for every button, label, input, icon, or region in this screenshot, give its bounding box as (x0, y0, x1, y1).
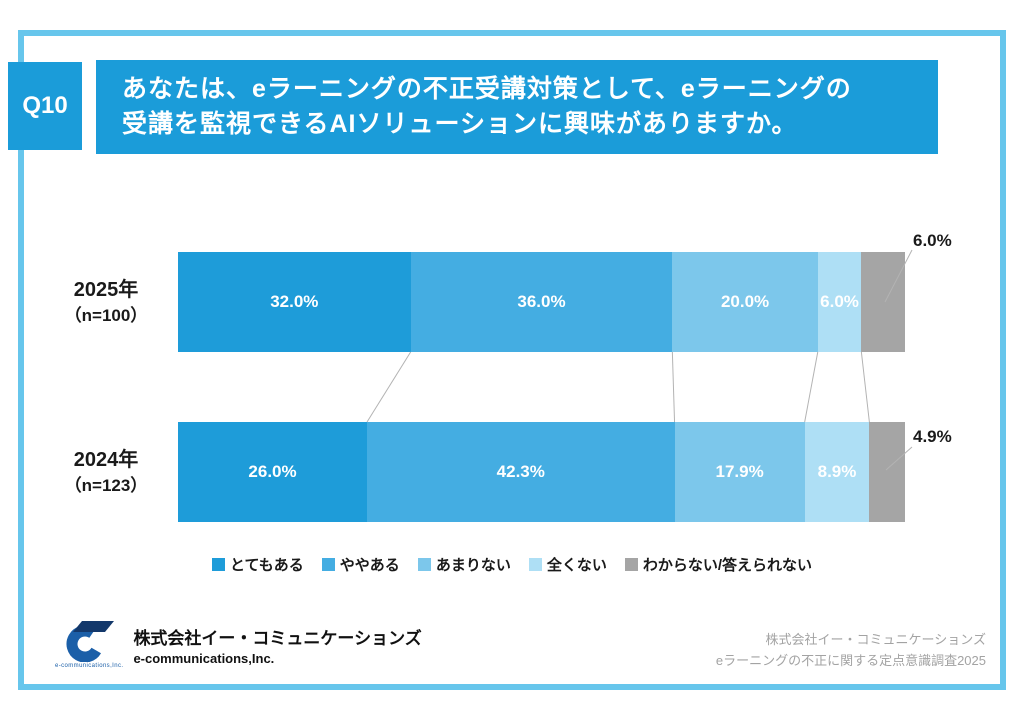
company-logo: e-communications,Inc. (55, 620, 123, 669)
legend-label: わからない/答えられない (642, 557, 813, 574)
company-logo-icon (66, 621, 115, 662)
category-label-2024: 2024年 （n=123） (40, 422, 172, 522)
company-name: 株式会社イー・コミュニケーションズ (133, 629, 422, 648)
legend-label: とてもある (229, 557, 304, 574)
segment-value-label: 26.0% (248, 462, 297, 481)
legend-item: とてもある (211, 554, 304, 575)
stacked-bar-2025: 32.0% 36.0% 20.0% 6.0% (178, 252, 905, 352)
legend-item: わからない/答えられない (624, 554, 813, 575)
legend-label: 全くない (546, 557, 607, 574)
survey-credit: 株式会社イー・コミュニケーションズ eラーニングの不正に関する定点意識調査202… (716, 630, 986, 672)
legend-swatch (528, 558, 542, 571)
bar-segment: 36.0% (410, 252, 673, 352)
segment-value-label: 32.0% (270, 292, 319, 311)
legend-item: 全くない (528, 554, 607, 575)
bar-segment: 26.0% (178, 422, 368, 522)
legend-label: ややある (339, 557, 400, 574)
legend-swatch (417, 558, 431, 571)
legend-swatch (624, 558, 638, 571)
bar-segment: 42.3% (367, 422, 675, 522)
bar-segment: 6.0% (817, 252, 862, 352)
question-title-line2: 受講を監視できるAIソリューションに興味がありますか。 (122, 110, 798, 138)
legend-item: ややある (321, 554, 400, 575)
footer-company-block: e-communications,Inc. 株式会社イー・コミュニケーションズ … (55, 620, 422, 669)
company-text: 株式会社イー・コミュニケーションズ e-communications,Inc. (133, 628, 421, 668)
segment-value-label: 17.9% (715, 462, 764, 481)
bar-segment: 8.9% (804, 422, 870, 522)
segment-value-label: 42.3% (496, 462, 545, 481)
legend-item: あまりない (417, 554, 511, 575)
survey-credit-line2: eラーニングの不正に関する定点意識調査2025 (715, 652, 986, 668)
bar-segment (869, 422, 905, 522)
segment-value-label: 36.0% (517, 292, 566, 311)
callout-label-2025: 6.0% (913, 231, 952, 250)
survey-credit-line1: 株式会社イー・コミュニケーションズ (765, 632, 986, 647)
stacked-bar-2024: 26.0% 42.3% 17.9% 8.9% (178, 422, 905, 522)
question-number-badge: Q10 (8, 62, 82, 150)
segment-value-label: 8.9% (817, 462, 857, 481)
legend-label: あまりない (435, 557, 511, 574)
question-title-line1: あなたは、eラーニングの不正受講対策として、eラーニングの (122, 74, 852, 103)
legend-swatch (321, 558, 335, 571)
category-label-2025: 2025年 （n=100） (40, 252, 172, 352)
legend-swatch (211, 558, 225, 571)
category-year: 2024年 (73, 449, 139, 472)
question-title-bar: あなたは、eラーニングの不正受講対策として、eラーニングの 受講を監視できるAI… (96, 60, 938, 154)
company-name-en: e-communications,Inc. (133, 651, 275, 667)
category-sample-size: （n=100） (64, 306, 148, 326)
question-number-label: Q10 (22, 92, 68, 119)
bar-segment: 20.0% (672, 252, 818, 352)
bar-segment: 32.0% (178, 252, 411, 352)
company-logo-caption: e-communications,Inc. (55, 663, 124, 669)
bar-segment (861, 252, 905, 352)
category-year: 2025年 (73, 279, 139, 302)
segment-value-label: 20.0% (720, 292, 770, 311)
segment-value-label: 6.0% (820, 292, 859, 311)
callout-label-2024: 4.9% (913, 427, 952, 446)
legend: とてもある ややある あまりない 全くない わからない/答えられない (0, 554, 1024, 575)
bar-segment: 17.9% (674, 422, 805, 522)
category-sample-size: （n=123） (64, 476, 148, 496)
